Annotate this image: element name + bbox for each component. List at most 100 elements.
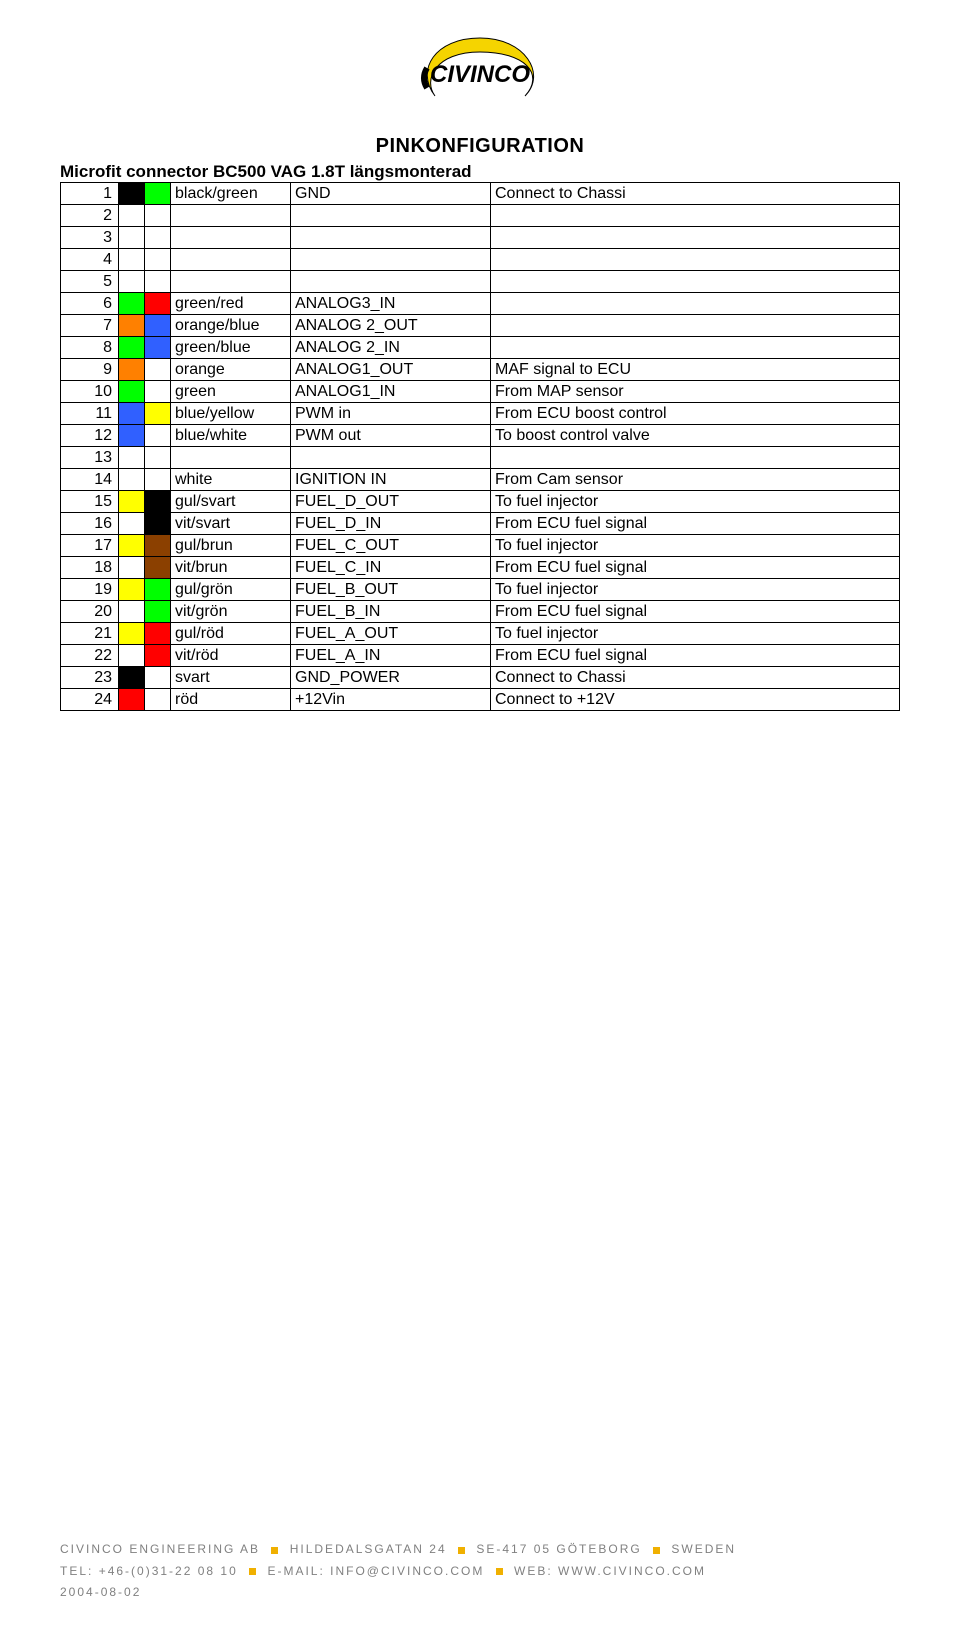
color-swatch-1 — [119, 667, 145, 689]
table-row: 4 — [61, 249, 900, 271]
color-swatch-2 — [145, 337, 171, 359]
signal-name: FUEL_D_IN — [291, 513, 491, 535]
pin-number: 5 — [61, 271, 119, 293]
wire-color — [171, 249, 291, 271]
footer-date: 2004-08-02 — [60, 1582, 900, 1604]
color-swatch-2 — [145, 447, 171, 469]
table-row: 3 — [61, 227, 900, 249]
color-swatch-2 — [145, 183, 171, 205]
color-swatch-1 — [119, 645, 145, 667]
tel-value: +46-(0)31-22 08 10 — [99, 1564, 238, 1578]
color-swatch-2 — [145, 535, 171, 557]
color-swatch-1 — [119, 623, 145, 645]
signal-name: FUEL_C_OUT — [291, 535, 491, 557]
color-swatch-2 — [145, 381, 171, 403]
color-swatch-1 — [119, 689, 145, 711]
bullet-icon — [249, 1568, 256, 1575]
color-swatch-2 — [145, 425, 171, 447]
wire-color: röd — [171, 689, 291, 711]
signal-name: FUEL_A_IN — [291, 645, 491, 667]
footer-address: HILDEDALSGATAN 24 — [290, 1542, 447, 1556]
color-swatch-1 — [119, 535, 145, 557]
signal-description: From ECU boost control — [491, 403, 900, 425]
footer-line-2: TEL: +46-(0)31-22 08 10 E-MAIL: INFO@CIV… — [60, 1561, 900, 1583]
table-row: 16vit/svartFUEL_D_INFrom ECU fuel signal — [61, 513, 900, 535]
color-swatch-2 — [145, 205, 171, 227]
color-swatch-2 — [145, 227, 171, 249]
wire-color — [171, 205, 291, 227]
color-swatch-1 — [119, 513, 145, 535]
pin-number: 23 — [61, 667, 119, 689]
table-row: 18vit/brunFUEL_C_INFrom ECU fuel signal — [61, 557, 900, 579]
table-row: 13 — [61, 447, 900, 469]
signal-name — [291, 447, 491, 469]
wire-color — [171, 447, 291, 469]
table-row: 14whiteIGNITION INFrom Cam sensor — [61, 469, 900, 491]
signal-name: FUEL_B_OUT — [291, 579, 491, 601]
color-swatch-2 — [145, 513, 171, 535]
color-swatch-1 — [119, 359, 145, 381]
table-row: 7orange/blueANALOG 2_OUT — [61, 315, 900, 337]
color-swatch-1 — [119, 491, 145, 513]
wire-color: orange/blue — [171, 315, 291, 337]
color-swatch-2 — [145, 315, 171, 337]
color-swatch-1 — [119, 403, 145, 425]
signal-description — [491, 315, 900, 337]
table-row: 17 gul/brunFUEL_C_OUTTo fuel injector — [61, 535, 900, 557]
color-swatch-1 — [119, 469, 145, 491]
color-swatch-1 — [119, 447, 145, 469]
pin-number: 17 — [61, 535, 119, 557]
signal-description — [491, 205, 900, 227]
color-swatch-2 — [145, 469, 171, 491]
page-title: PINKONFIGURATION — [60, 135, 900, 158]
bullet-icon — [458, 1547, 465, 1554]
color-swatch-1 — [119, 271, 145, 293]
footer: CIVINCO ENGINEERING AB HILDEDALSGATAN 24… — [60, 1539, 900, 1604]
email-value: INFO@CIVINCO.COM — [330, 1564, 484, 1578]
pin-number: 13 — [61, 447, 119, 469]
color-swatch-2 — [145, 293, 171, 315]
web-value: WWW.CIVINCO.COM — [558, 1564, 706, 1578]
signal-name: ANALOG 2_IN — [291, 337, 491, 359]
wire-color: green/red — [171, 293, 291, 315]
signal-description: From ECU fuel signal — [491, 601, 900, 623]
pin-number: 16 — [61, 513, 119, 535]
wire-color: blue/white — [171, 425, 291, 447]
signal-description: To fuel injector — [491, 535, 900, 557]
signal-name: PWM out — [291, 425, 491, 447]
pin-number: 21 — [61, 623, 119, 645]
pin-number: 3 — [61, 227, 119, 249]
color-swatch-2 — [145, 579, 171, 601]
wire-color: black/green — [171, 183, 291, 205]
page: CIVINCO PINKONFIGURATION Microfit connec… — [0, 0, 960, 1634]
pin-number: 19 — [61, 579, 119, 601]
table-row: 2 — [61, 205, 900, 227]
color-swatch-1 — [119, 293, 145, 315]
wire-color: green/blue — [171, 337, 291, 359]
pin-number: 12 — [61, 425, 119, 447]
signal-description — [491, 227, 900, 249]
color-swatch-1 — [119, 381, 145, 403]
color-swatch-1 — [119, 227, 145, 249]
table-row: 1black/greenGNDConnect to Chassi — [61, 183, 900, 205]
color-swatch-1 — [119, 315, 145, 337]
pin-number: 11 — [61, 403, 119, 425]
table-row: 9orangeANALOG1_OUTMAF signal to ECU — [61, 359, 900, 381]
color-swatch-1 — [119, 183, 145, 205]
wire-color: gul/brun — [171, 535, 291, 557]
signal-description — [491, 249, 900, 271]
table-row: 24röd+12VinConnect to +12V — [61, 689, 900, 711]
signal-description: To boost control valve — [491, 425, 900, 447]
pin-number: 2 — [61, 205, 119, 227]
wire-color: gul/röd — [171, 623, 291, 645]
signal-name: PWM in — [291, 403, 491, 425]
table-row: 19gul/grönFUEL_B_OUTTo fuel injector — [61, 579, 900, 601]
color-swatch-1 — [119, 205, 145, 227]
signal-name: ANALOG3_IN — [291, 293, 491, 315]
signal-description — [491, 447, 900, 469]
bullet-icon — [496, 1568, 503, 1575]
color-swatch-2 — [145, 623, 171, 645]
footer-company: CIVINCO ENGINEERING AB — [60, 1542, 260, 1556]
signal-description: From ECU fuel signal — [491, 557, 900, 579]
wire-color: white — [171, 469, 291, 491]
